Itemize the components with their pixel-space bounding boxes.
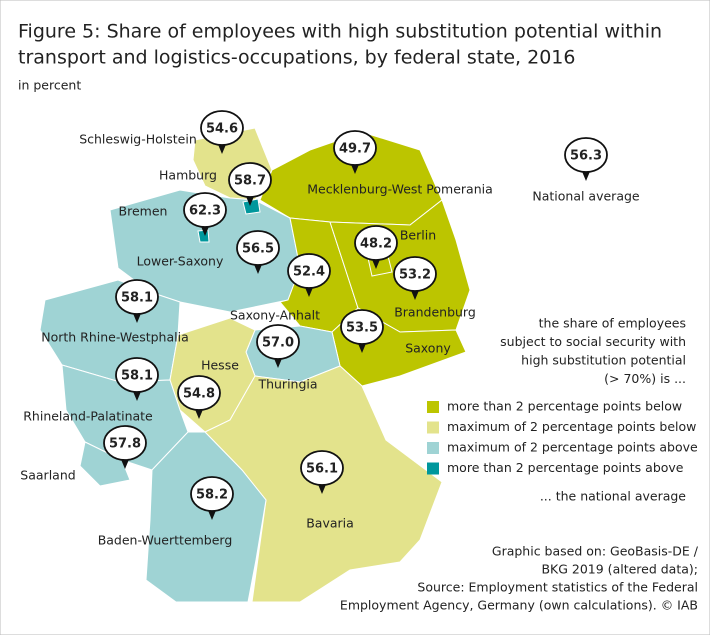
value-label: 57.0 — [262, 336, 294, 351]
callout — [115, 357, 159, 393]
callout — [183, 192, 227, 228]
state-label: Mecklenburg-West Pomerania — [307, 182, 493, 197]
state-label: Bremen — [119, 204, 168, 219]
callout — [300, 450, 344, 486]
value-label: 53.5 — [346, 321, 378, 336]
callout — [333, 130, 377, 166]
legend-intro: (> 70%) is ... — [604, 371, 686, 386]
subtitle: in percent — [18, 78, 81, 93]
source-line: Employment Agency, Germany (own calculat… — [340, 598, 698, 613]
state-label: Berlin — [400, 228, 436, 243]
state-label: Saarland — [20, 468, 75, 483]
state-label: Saxony — [405, 341, 451, 356]
callout — [340, 309, 384, 345]
source-line: BKG 2019 (altered data); — [541, 562, 698, 577]
value-label: 58.1 — [121, 291, 153, 306]
national-average-label: National average — [532, 189, 640, 204]
callout — [177, 375, 221, 411]
callout — [115, 279, 159, 315]
callout — [228, 162, 272, 198]
legend-swatch — [427, 401, 439, 413]
legend-outro: ... the national average — [540, 489, 686, 504]
state-label: Rhineland-Palatinate — [23, 409, 153, 424]
callout — [236, 230, 280, 266]
legend-label: more than 2 percentage points above — [447, 460, 684, 475]
value-label: 56.1 — [306, 462, 338, 477]
callout — [354, 225, 398, 261]
state-label: Brandenburg — [394, 305, 476, 320]
value-label: 52.4 — [293, 265, 325, 280]
callout — [287, 253, 331, 289]
value-label: 54.8 — [183, 387, 215, 402]
value-label: 57.8 — [109, 437, 141, 452]
state-label: Hesse — [201, 358, 239, 373]
state-label: North Rhine-Westphalia — [41, 330, 189, 345]
value-label: 48.2 — [360, 237, 392, 252]
region — [145, 431, 267, 603]
legend-label: maximum of 2 percentage points below — [447, 419, 696, 434]
state-label: Thuringia — [257, 377, 317, 392]
state-label: Hamburg — [159, 168, 217, 183]
value-label: 53.2 — [399, 268, 431, 283]
legend-swatch — [427, 421, 439, 434]
value-label: 58.1 — [121, 369, 153, 384]
legend-intro: subject to social security with — [500, 334, 686, 349]
callout — [103, 425, 147, 461]
state-label: Baden-Wuerttemberg — [98, 533, 233, 548]
state-label: Saxony-Anhalt — [230, 308, 320, 323]
legend-intro: the share of employees — [539, 316, 686, 331]
state-label: Lower-Saxony — [137, 254, 224, 269]
callout — [256, 324, 300, 360]
legend-label: more than 2 percentage points below — [447, 399, 682, 414]
callout — [564, 137, 608, 173]
legend-swatch — [427, 462, 439, 475]
legend-label: maximum of 2 percentage points above — [447, 440, 698, 455]
title-line: transport and logistics-occupations, by … — [18, 47, 576, 69]
callout — [393, 256, 437, 292]
value-label: 49.7 — [339, 142, 371, 157]
callout — [190, 476, 234, 512]
value-label: 58.2 — [196, 488, 228, 503]
title-line: Figure 5: Share of employees with high s… — [18, 21, 662, 43]
callout — [200, 110, 244, 146]
value-label: 58.7 — [234, 174, 266, 189]
value-label: 62.3 — [189, 204, 221, 219]
value-label: 54.6 — [206, 122, 238, 137]
state-label: Schleswig-Holstein — [79, 132, 197, 147]
source-line: Source: Employment statistics of the Fed… — [417, 580, 698, 595]
source-line: Graphic based on: GeoBasis-DE / — [492, 544, 699, 559]
legend-intro: high substitution potential — [521, 353, 686, 368]
region — [242, 198, 261, 215]
state-label: Bavaria — [306, 516, 354, 531]
legend-swatch — [427, 442, 439, 454]
value-label: 56.3 — [570, 149, 602, 164]
value-label: 56.5 — [242, 242, 274, 257]
